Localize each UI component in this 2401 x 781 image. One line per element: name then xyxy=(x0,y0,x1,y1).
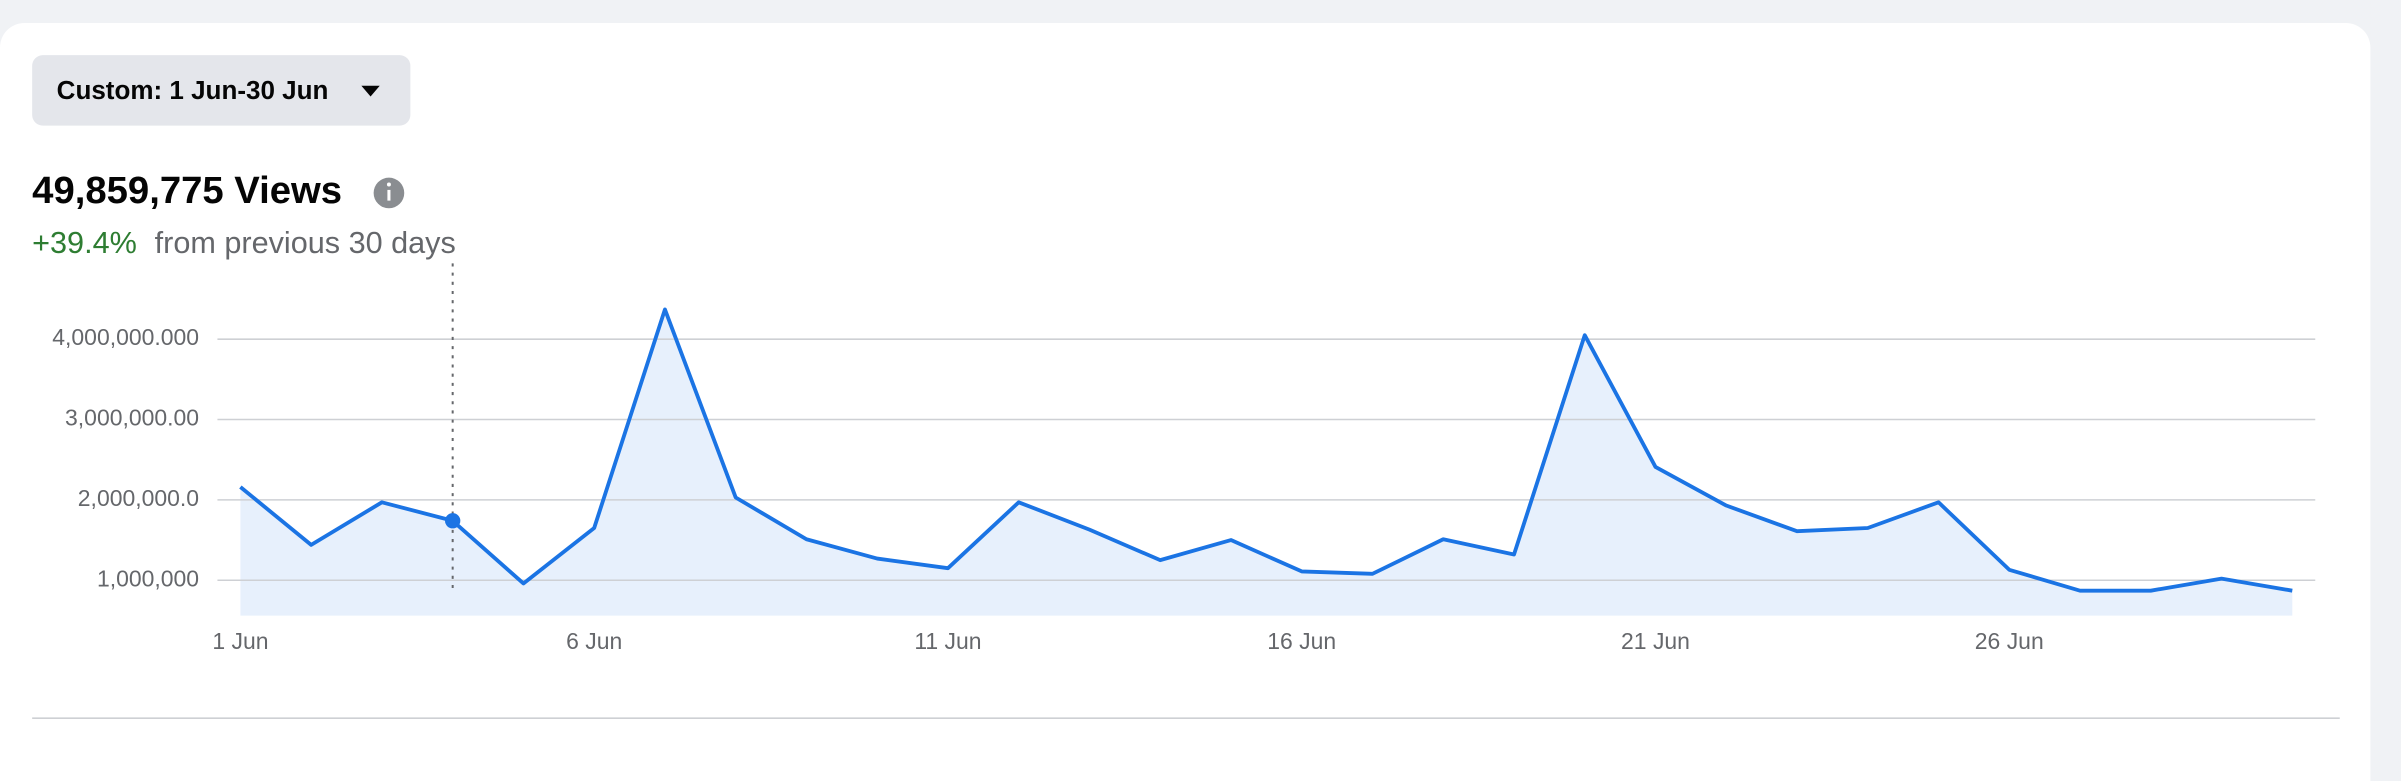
info-glyph xyxy=(387,189,391,201)
date-button[interactable] xyxy=(32,55,411,126)
x-tick-label: 1 Jun xyxy=(212,628,268,654)
x-tick-label: 26 Jun xyxy=(1975,628,2044,654)
y-tick-label: 2,000,000.0 xyxy=(78,485,199,511)
x-tick-label: 11 Jun xyxy=(914,628,981,654)
hover-point xyxy=(445,513,461,529)
y-tick-label: 4,000,000.000 xyxy=(52,324,199,350)
x-tick-label: 6 Jun xyxy=(566,628,622,654)
change-text: from previous 30 days xyxy=(155,226,456,260)
y-tick-label: 1,000,000 xyxy=(97,565,199,591)
x-tick-label: 16 Jun xyxy=(1267,628,1336,654)
total-views: 49,859,775 Views xyxy=(32,169,342,212)
x-tick-label: 21 Jun xyxy=(1621,628,1690,654)
info-glyph xyxy=(386,182,391,187)
dropdown-arrow[interactable] xyxy=(361,85,380,97)
date-button-label[interactable]: Custom: 1 Jun-30 Jun xyxy=(57,75,329,105)
change-percent: +39.4% xyxy=(32,226,137,260)
line xyxy=(239,307,2293,593)
area xyxy=(240,309,2293,616)
y-tick-label: 3,000,000.00 xyxy=(65,405,199,431)
card xyxy=(0,23,2371,781)
